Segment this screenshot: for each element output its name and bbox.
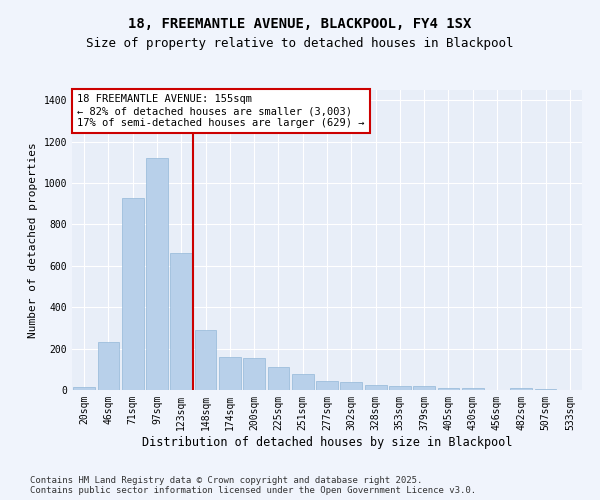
Bar xyxy=(243,358,265,390)
Text: Contains HM Land Registry data © Crown copyright and database right 2025.
Contai: Contains HM Land Registry data © Crown c… xyxy=(30,476,476,495)
Y-axis label: Number of detached properties: Number of detached properties xyxy=(28,142,38,338)
Text: 18, FREEMANTLE AVENUE, BLACKPOOL, FY4 1SX: 18, FREEMANTLE AVENUE, BLACKPOOL, FY4 1S… xyxy=(128,18,472,32)
X-axis label: Distribution of detached houses by size in Blackpool: Distribution of detached houses by size … xyxy=(142,436,512,448)
Bar xyxy=(97,342,119,390)
Bar xyxy=(462,388,484,390)
Bar xyxy=(340,382,362,390)
Bar xyxy=(316,380,338,390)
Bar xyxy=(122,198,143,390)
Bar xyxy=(292,374,314,390)
Text: Size of property relative to detached houses in Blackpool: Size of property relative to detached ho… xyxy=(86,38,514,51)
Bar xyxy=(73,387,95,390)
Bar xyxy=(511,388,532,390)
Bar xyxy=(365,386,386,390)
Bar xyxy=(413,386,435,390)
Bar xyxy=(194,330,217,390)
Bar xyxy=(170,254,192,390)
Bar xyxy=(535,389,556,390)
Bar xyxy=(219,357,241,390)
Bar xyxy=(437,388,460,390)
Bar xyxy=(268,367,289,390)
Text: 18 FREEMANTLE AVENUE: 155sqm
← 82% of detached houses are smaller (3,003)
17% of: 18 FREEMANTLE AVENUE: 155sqm ← 82% of de… xyxy=(77,94,365,128)
Bar xyxy=(146,158,168,390)
Bar xyxy=(389,386,411,390)
